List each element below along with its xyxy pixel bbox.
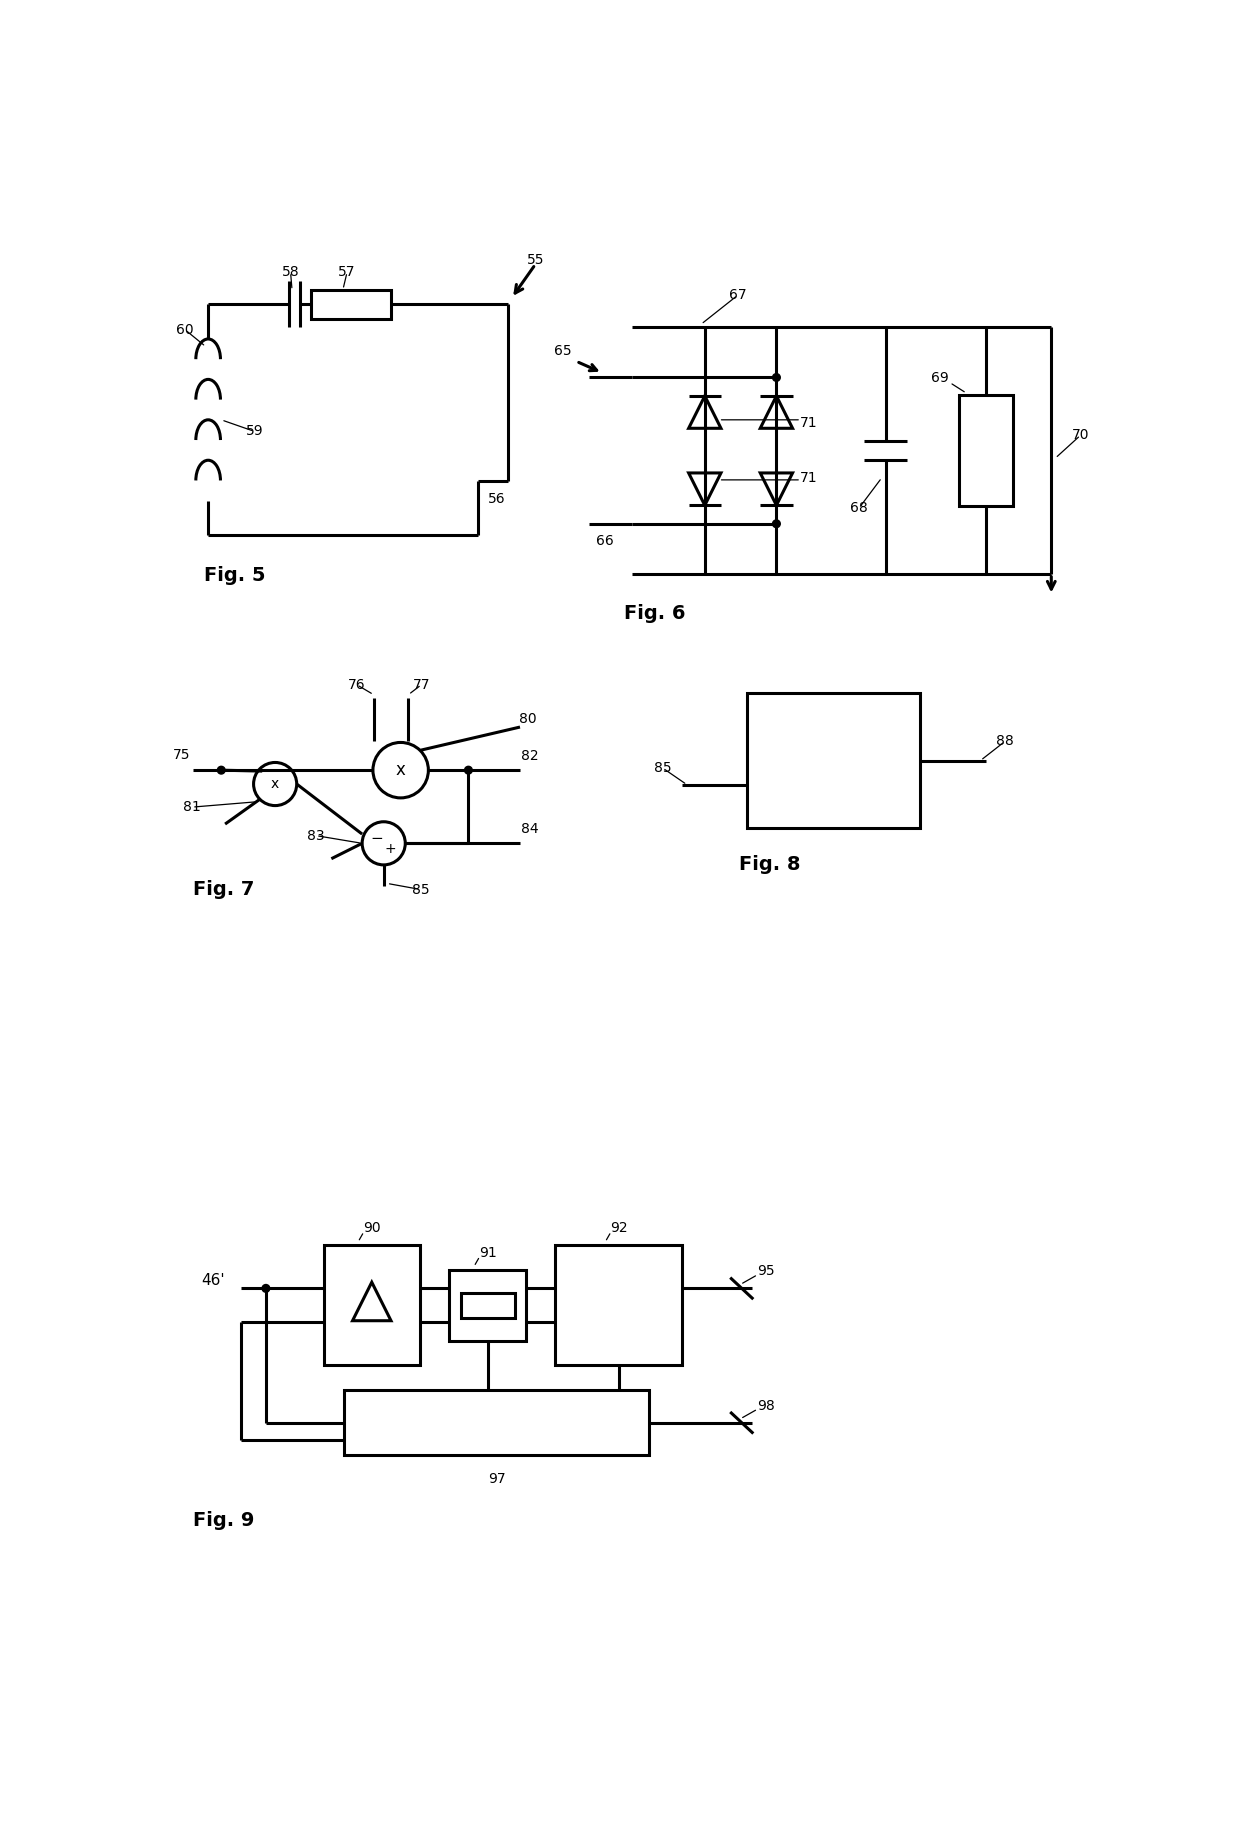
Text: 60: 60 — [176, 323, 193, 337]
Text: 81: 81 — [184, 800, 201, 815]
Text: 90: 90 — [363, 1222, 381, 1235]
Circle shape — [773, 374, 780, 382]
Bar — [345, 1390, 649, 1456]
Text: 67: 67 — [729, 288, 746, 302]
Circle shape — [262, 1285, 270, 1292]
Text: 85: 85 — [412, 883, 429, 896]
Text: 92: 92 — [610, 1222, 627, 1235]
Text: 98: 98 — [756, 1399, 775, 1414]
Bar — [959, 394, 1013, 507]
Text: 85: 85 — [653, 761, 671, 774]
Text: 68: 68 — [849, 501, 868, 516]
Text: x: x — [272, 778, 279, 791]
Text: Fig. 5: Fig. 5 — [205, 566, 265, 584]
Text: 84: 84 — [521, 822, 539, 837]
Text: 65: 65 — [553, 343, 572, 358]
Text: 91: 91 — [479, 1246, 496, 1261]
Circle shape — [465, 767, 472, 774]
Text: 76: 76 — [348, 678, 366, 691]
Text: 75: 75 — [172, 748, 190, 761]
Text: 88: 88 — [996, 734, 1014, 748]
Text: Fig. 9: Fig. 9 — [192, 1511, 254, 1530]
Bar — [324, 1246, 420, 1366]
Text: 59: 59 — [246, 424, 263, 439]
Text: −: − — [371, 831, 383, 846]
Text: 71: 71 — [800, 472, 817, 485]
Text: 69: 69 — [931, 370, 949, 385]
Circle shape — [217, 767, 226, 774]
Text: 83: 83 — [308, 829, 325, 842]
Bar — [556, 1246, 682, 1366]
Text: 80: 80 — [518, 711, 537, 726]
Text: 46': 46' — [202, 1274, 226, 1288]
Text: 97: 97 — [487, 1471, 506, 1485]
Text: Fig. 6: Fig. 6 — [624, 605, 686, 623]
Text: 70: 70 — [1071, 428, 1089, 442]
Bar — [461, 1294, 515, 1318]
Text: 55: 55 — [527, 252, 544, 267]
Text: Fig. 7: Fig. 7 — [192, 879, 254, 899]
Text: Fig. 8: Fig. 8 — [739, 855, 801, 874]
Bar — [310, 289, 392, 319]
Text: 77: 77 — [413, 678, 430, 691]
Text: 95: 95 — [756, 1264, 775, 1279]
Text: 57: 57 — [339, 265, 356, 278]
Text: 56: 56 — [489, 492, 506, 507]
Bar — [748, 693, 920, 828]
Text: 71: 71 — [800, 417, 817, 429]
Text: x: x — [396, 761, 405, 780]
Text: 58: 58 — [281, 265, 299, 278]
Text: 82: 82 — [521, 750, 539, 763]
Bar — [449, 1270, 526, 1340]
Circle shape — [773, 520, 780, 527]
Text: 66: 66 — [596, 534, 614, 547]
Text: +: + — [384, 842, 397, 857]
